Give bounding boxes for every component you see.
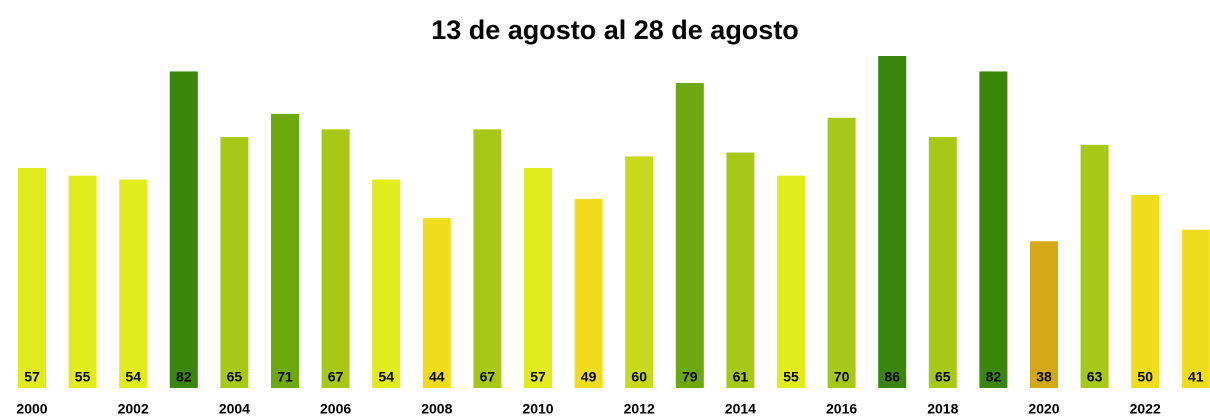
x-tick-label: 2016: [826, 401, 857, 417]
bar: [473, 129, 502, 389]
value-label: 65: [227, 369, 243, 385]
value-label: 49: [581, 369, 597, 385]
bar: [1181, 229, 1210, 388]
x-tick-label: 2002: [118, 401, 149, 417]
value-label: 79: [682, 369, 698, 385]
chart-title: 13 de agosto al 28 de agosto: [431, 15, 799, 45]
bar: [422, 218, 451, 388]
value-label: 50: [1137, 369, 1153, 385]
value-label: 44: [429, 369, 445, 385]
x-tick-label: 2004: [219, 401, 250, 417]
value-label: 57: [24, 369, 40, 385]
x-tick-label: 2022: [1130, 401, 1161, 417]
x-tick-label: 2006: [320, 401, 351, 417]
value-label: 86: [884, 369, 900, 385]
value-label: 55: [75, 369, 91, 385]
value-label: 41: [1188, 369, 1204, 385]
bar: [726, 152, 755, 388]
value-label: 82: [176, 369, 192, 385]
x-tick-label: 2018: [927, 401, 958, 417]
value-label: 54: [125, 369, 141, 385]
value-label: 61: [733, 369, 749, 385]
bar: [1030, 241, 1058, 388]
x-tick-label: 2000: [16, 401, 47, 417]
value-label: 65: [935, 369, 951, 385]
bar: [321, 129, 350, 389]
x-tick-label: 2020: [1028, 401, 1059, 417]
value-label: 70: [834, 369, 850, 385]
value-label: 54: [378, 369, 394, 385]
bar: [928, 137, 957, 388]
bar: [1080, 144, 1109, 388]
bar: [979, 71, 1008, 388]
bar: [878, 56, 907, 388]
bar: [169, 71, 198, 388]
value-label: 38: [1036, 369, 1052, 385]
value-label: 63: [1087, 369, 1103, 385]
bar: [18, 167, 46, 388]
x-tick-label: 2014: [725, 401, 756, 417]
bar: [675, 83, 704, 388]
bar: [220, 137, 249, 388]
bar: [271, 113, 299, 388]
bar: [524, 167, 552, 388]
value-label: 60: [631, 369, 647, 385]
bar: [372, 179, 401, 388]
bar: [777, 175, 805, 388]
x-tick-label: 2010: [522, 401, 553, 417]
x-tick-label: 2012: [624, 401, 655, 417]
value-label: 57: [530, 369, 546, 385]
bar: [1131, 194, 1160, 388]
value-label: 55: [783, 369, 799, 385]
bar: [68, 175, 97, 388]
value-label: 71: [277, 369, 293, 385]
x-tick-label: 2008: [421, 401, 452, 417]
value-label: 67: [328, 369, 344, 385]
bar: [119, 179, 148, 388]
value-label: 67: [480, 369, 496, 385]
bar: [574, 198, 603, 388]
value-label: 82: [986, 369, 1002, 385]
bar: [827, 117, 856, 388]
bar: [625, 156, 654, 388]
